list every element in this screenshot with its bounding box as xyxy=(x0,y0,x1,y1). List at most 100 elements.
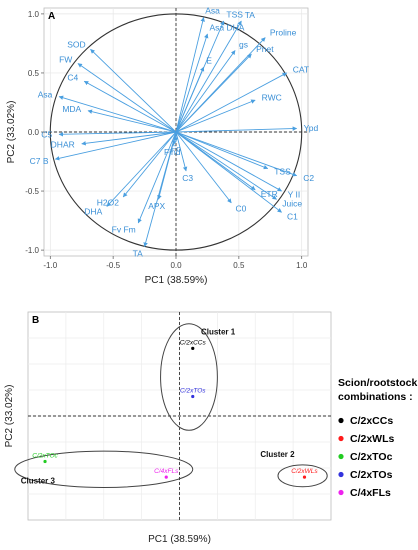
loading-label: C5 xyxy=(41,130,52,140)
legend-swatch xyxy=(338,489,344,496)
loading-label: Fv Fm xyxy=(112,224,136,234)
loading-arrow xyxy=(58,131,177,137)
cluster-label: Cluster 1 xyxy=(201,328,236,337)
loading-label: SOD xyxy=(67,39,85,49)
loading-arrow xyxy=(143,131,177,247)
loading-label: C2 xyxy=(303,173,314,183)
y-tick-label: 0.0 xyxy=(28,128,40,137)
panel-a-label: A xyxy=(48,11,55,22)
y-tick-label: 1.0 xyxy=(28,10,40,19)
legend-swatch xyxy=(338,471,344,478)
loading-label: CAT xyxy=(293,64,309,74)
loading-arrow xyxy=(122,131,177,198)
loading-label: TSS xyxy=(274,166,291,176)
score-point-label: C/4xFLs xyxy=(154,468,179,475)
loading-label: C0 xyxy=(235,204,246,214)
loading-label: MDA xyxy=(62,104,81,114)
loading-label: Pnet xyxy=(256,44,274,54)
legend-entry-label: C/2xCCs xyxy=(350,415,393,427)
cluster-ellipse xyxy=(277,464,328,488)
loading-arrow xyxy=(83,80,177,133)
loading-arrow xyxy=(175,53,252,133)
legend-swatch xyxy=(338,453,344,460)
loading-label: Find xyxy=(164,147,181,157)
loading-arrow xyxy=(175,131,269,170)
loading-label: Asa DHA xyxy=(209,22,244,32)
x-tick-label: 0.5 xyxy=(233,261,245,270)
loading-arrow xyxy=(106,131,177,207)
loading-arrow xyxy=(81,131,177,146)
loading-label: Asa xyxy=(205,6,220,16)
loading-arrow xyxy=(175,66,205,133)
score-point xyxy=(164,475,168,479)
panel-a-x-axis-label: PC1 (38.59%) xyxy=(145,275,208,286)
loading-arrow xyxy=(175,126,298,133)
loading-label: Asa xyxy=(38,89,53,99)
loading-arrow xyxy=(54,131,177,161)
loading-arrow xyxy=(90,49,177,133)
panel-b: Cluster 1 Cluster 2 Cluster 3 C/2xCCs C/2xW… xyxy=(4,311,418,545)
loading-label: Proline xyxy=(270,27,297,37)
loading-arrow xyxy=(175,17,205,133)
loading-label: E xyxy=(206,56,212,66)
score-point-label: C/2xTOs xyxy=(180,388,206,395)
legend-entry-label: C/2xWLs xyxy=(350,433,395,445)
panel-b-label: B xyxy=(32,315,39,326)
legend-entry-label: C/2xTOc xyxy=(350,451,393,463)
loading-arrow xyxy=(58,95,177,133)
y-tick-label: 0.5 xyxy=(28,69,40,78)
loading-label: C1 xyxy=(287,212,298,222)
loading-arrow xyxy=(175,72,288,133)
y-tick-label: -1.0 xyxy=(25,246,39,255)
legend-title-line: combinations : xyxy=(338,391,413,403)
loading-label: Y II xyxy=(288,190,301,200)
cluster-ellipses: Cluster 1 Cluster 2 Cluster 3 xyxy=(14,323,328,488)
loading-arrow xyxy=(77,63,177,133)
score-point xyxy=(191,394,195,399)
loading-arrow xyxy=(87,109,177,133)
cluster-label: Cluster 2 xyxy=(260,450,295,459)
score-point-label: C/2xCCs xyxy=(180,339,207,346)
legend: Scion/rootstock combinations : C/2xCCs C/2… xyxy=(338,377,418,499)
loading-label: TA xyxy=(245,10,256,20)
loading-arrow xyxy=(175,131,232,204)
panel-b-y-axis-label: PC2 (33.02%) xyxy=(4,385,15,448)
loading-label: DHAR xyxy=(51,140,75,150)
panel-b-x-axis-label: PC1 (38.59%) xyxy=(148,534,211,545)
x-tick-label: -0.5 xyxy=(106,261,120,270)
loading-arrow xyxy=(175,131,282,213)
legend-entry-label: C/4xFLs xyxy=(350,487,391,499)
loading-label: C7 B xyxy=(30,156,49,166)
legend-title-line: Scion/rootstock xyxy=(338,377,418,389)
loading-arrow xyxy=(172,131,177,146)
loading-label: Fo xyxy=(171,143,181,153)
loading-label: TSS xyxy=(226,10,243,20)
score-point xyxy=(43,459,47,464)
y-tick-label: -0.5 xyxy=(25,187,39,196)
x-tick-label: 1.0 xyxy=(296,261,308,270)
loading-label: gs xyxy=(239,40,248,50)
loading-label: Juice xyxy=(282,198,302,208)
legend-swatch xyxy=(338,417,344,424)
cluster-ellipse xyxy=(14,450,194,488)
loading-arrow xyxy=(137,131,177,224)
score-point-label: C/2xTOc xyxy=(32,453,58,460)
loading-label: C4 xyxy=(67,73,78,83)
loading-arrow xyxy=(175,131,282,192)
loading-label: C3 xyxy=(182,173,193,183)
loading-arrow xyxy=(175,33,209,133)
loading-label: RWC xyxy=(262,92,282,102)
loading-label: DHA xyxy=(84,207,102,217)
cluster-ellipse xyxy=(160,323,218,431)
x-tick-label: -1.0 xyxy=(43,261,57,270)
loading-label: FW xyxy=(59,54,72,64)
score-point xyxy=(302,475,307,479)
legend-title: Scion/rootstock combinations : xyxy=(338,377,418,403)
score-point xyxy=(191,346,195,350)
loading-arrow xyxy=(175,50,236,133)
loading-label: Ypd xyxy=(304,123,319,133)
panel-a-ticks: -1.0 -0.5 0.0 0.5 1.0 -1.0 -0.5 0.0 0.5 1.0 xyxy=(25,10,308,270)
